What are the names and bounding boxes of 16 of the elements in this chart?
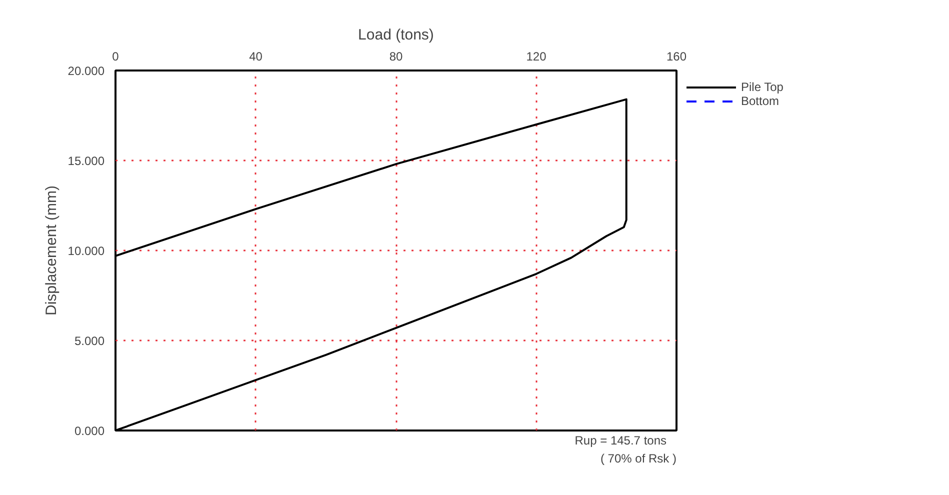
text: Rup = 145.7 tons	[574, 434, 666, 448]
x-tick-label: 40	[249, 50, 263, 64]
x-tick-label: 120	[526, 50, 547, 64]
y-tick-label: 15.000	[68, 154, 105, 168]
y-tick-label: 0.000	[74, 424, 105, 438]
y-axis-title: Displacement (mm)	[42, 185, 60, 316]
x-tick-label: 0	[112, 50, 120, 64]
text: ( 70% of Rsk )	[600, 452, 677, 466]
x-tick-label: 160	[666, 50, 687, 64]
legend-label: Pile Top	[741, 80, 784, 94]
y-tick-label: 5.000	[74, 334, 105, 348]
legend-label: Bottom	[741, 94, 780, 108]
y-tick-label: 10.000	[68, 244, 105, 258]
x-axis-title: Load (tons)	[358, 26, 434, 44]
y-tick-label: 20.000	[68, 64, 105, 78]
x-tick-label: 80	[389, 50, 403, 64]
